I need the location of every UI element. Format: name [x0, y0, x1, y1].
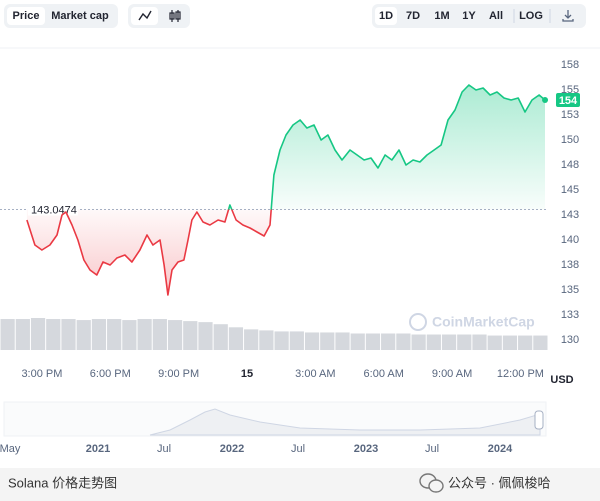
range-button[interactable]: All: [489, 10, 503, 22]
y-tick-label: 153: [561, 109, 579, 121]
tab-active[interactable]: [7, 7, 45, 25]
baseline-label: 143.0474: [31, 204, 77, 216]
range-button[interactable]: 1Y: [462, 10, 476, 22]
x-tick-label: 3:00 AM: [295, 368, 335, 380]
range-group: [372, 4, 586, 28]
range-button[interactable]: 7D: [406, 10, 420, 22]
range-active[interactable]: [375, 7, 397, 25]
volume-bar: [76, 320, 91, 350]
y-tick-label: 148: [561, 159, 579, 171]
navigator-handle[interactable]: [534, 410, 544, 430]
navigator-label: Jul: [291, 443, 305, 455]
candle-icon[interactable]: [169, 10, 181, 22]
y-tick-label: 135: [561, 284, 579, 296]
y-tick-label: 133: [561, 309, 579, 321]
navigator-label: May: [0, 443, 21, 455]
navigator-shape: [149, 408, 541, 436]
caption: Solana 价格走势图: [8, 475, 117, 490]
volume-bar: [0, 319, 15, 350]
currency-label: USD: [550, 374, 573, 386]
volume-bar: [137, 319, 152, 350]
volume-bar: [228, 327, 244, 350]
volume-bar: [91, 319, 107, 350]
x-tick-label: 6:00 PM: [90, 368, 131, 380]
volume-bar: [320, 332, 335, 350]
volume-bar: [472, 334, 487, 350]
volume-bar: [533, 335, 548, 350]
y-tick-label: 155: [561, 84, 579, 96]
navigator-label: 2024: [488, 443, 513, 455]
watermark: CoinMarketCap: [409, 313, 535, 331]
x-tick-label: 12:00 PM: [497, 368, 544, 380]
volume-bar: [411, 334, 426, 350]
volume-bar: [183, 321, 198, 350]
y-tick-label: 130: [561, 334, 579, 346]
navigator-label: 2022: [220, 443, 244, 455]
last-point: [542, 97, 549, 103]
volume-bar: [46, 319, 61, 350]
volume-bar: [61, 319, 76, 350]
footer: [0, 468, 600, 501]
volume-bar: [365, 333, 381, 350]
volume-bar: [167, 320, 183, 350]
volume-bar: [457, 334, 472, 350]
navigator-label: Jul: [157, 443, 171, 455]
volume-bar: [335, 332, 350, 350]
account: 公众号 · 佩佩梭哈: [448, 475, 551, 490]
volume-bar: [304, 332, 320, 350]
x-tick-label: 15: [241, 368, 253, 380]
volume-bar: [426, 334, 441, 350]
volume-bar: [487, 335, 502, 350]
x-tick-label: 9:00 AM: [432, 368, 472, 380]
volume-bar: [30, 318, 46, 350]
download-icon[interactable]: [562, 10, 574, 22]
volume-bar: [198, 322, 213, 350]
volume-bar: [350, 333, 365, 350]
y-tick-label: 158: [561, 59, 579, 71]
tab[interactable]: Price: [13, 10, 40, 22]
volume-bar: [396, 333, 411, 350]
volume-bar: [502, 335, 518, 350]
y-tick-label: 143: [561, 209, 579, 221]
volume-bar: [274, 331, 289, 350]
last-price-box: [556, 93, 580, 107]
range-button[interactable]: 1D: [379, 10, 393, 22]
navigator-label: Jul: [425, 443, 439, 455]
y-tick-label: 138: [561, 259, 579, 271]
navigator-label: 2023: [354, 443, 378, 455]
volume-bar: [518, 335, 533, 350]
range-button[interactable]: 1M: [434, 10, 449, 22]
last-price-label: 154: [559, 95, 578, 107]
x-tick-label: 3:00 PM: [21, 368, 62, 380]
y-tick-label: 140: [561, 234, 579, 246]
watermark-text: CoinMarketCap: [432, 314, 535, 330]
volume-bar: [441, 334, 457, 350]
volume-bar: [289, 331, 304, 350]
tab[interactable]: Market cap: [51, 10, 109, 22]
volume-bar: [152, 319, 167, 350]
range-button[interactable]: LOG: [519, 10, 543, 22]
line-icon: [138, 10, 152, 21]
wechat-icon: [419, 473, 444, 493]
navigator-label: 2021: [86, 443, 110, 455]
volume-bar: [244, 329, 259, 350]
volume-bar: [107, 319, 122, 350]
volume-bar: [122, 320, 137, 350]
volume-bar: [381, 333, 396, 350]
volume-bar: [259, 330, 274, 350]
price-line: [26, 84, 546, 296]
volume-bar: [213, 324, 228, 350]
x-tick-label: 6:00 AM: [364, 368, 404, 380]
volume-bar: [15, 319, 30, 350]
x-tick-label: 9:00 PM: [158, 368, 199, 380]
y-tick-label: 145: [561, 184, 579, 196]
y-tick-label: 150: [561, 134, 579, 146]
